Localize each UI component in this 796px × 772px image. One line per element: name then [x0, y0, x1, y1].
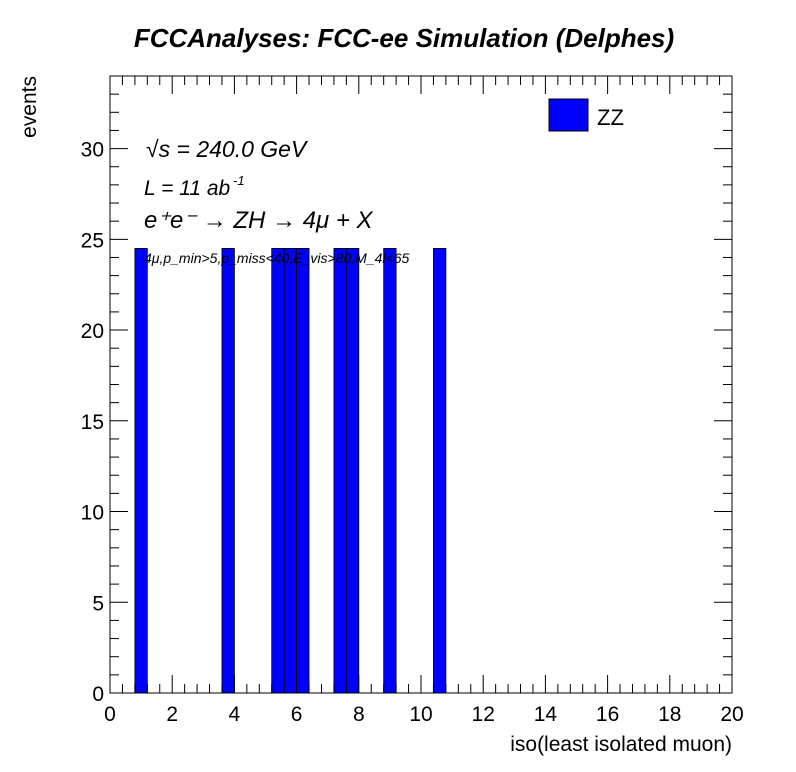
x-tick-label: 8	[353, 703, 365, 726]
histogram-bar	[333, 247, 347, 694]
annotation-sqrt-s: √s = 240.0 GeV	[146, 136, 309, 162]
histogram-bar	[345, 247, 360, 694]
plot-frame	[109, 75, 733, 694]
histogram-bar	[283, 247, 298, 694]
annotation-luminosity: L = 11 ab -1	[144, 173, 245, 200]
y-tick-label: 30	[81, 139, 104, 162]
legend-swatch-zz	[548, 98, 589, 132]
histogram-bar	[221, 247, 235, 694]
histogram-bar	[134, 247, 148, 694]
x-tick-label: 4	[229, 703, 241, 726]
y-tick-label: 20	[81, 320, 104, 343]
annotation-process: e⁺e⁻ → ZH → 4μ + X	[144, 207, 374, 234]
y-axis-label: events	[18, 76, 41, 138]
y-tick-label: 0	[92, 683, 104, 706]
histogram-bars	[134, 247, 447, 694]
legend-label-zz: ZZ	[597, 105, 624, 130]
x-tick-label: 14	[534, 703, 558, 726]
x-axis-label: iso(least isolated muon)	[510, 733, 732, 756]
x-tick-label: 20	[720, 703, 743, 726]
y-tick-label: 5	[92, 592, 104, 615]
x-tick-label: 2	[166, 703, 178, 726]
annotation-lumi: L = 11 ab	[144, 177, 231, 200]
chart-title: FCCAnalyses: FCC-ee Simulation (Delphes)	[134, 23, 674, 53]
annotation-selection: 4μ,p_min>5,p_miss<40,E_vis>80,M_4l<65	[144, 250, 409, 266]
x-tick-label: 12	[472, 703, 495, 726]
x-tick-label: 10	[409, 703, 432, 726]
x-tick-label: 0	[104, 703, 116, 726]
y-tick-label: 25	[81, 229, 104, 252]
histogram-bar	[296, 247, 310, 694]
y-tick-label: 15	[81, 411, 104, 434]
x-tick-label: 6	[291, 703, 303, 726]
x-tick-label: 16	[596, 703, 619, 726]
x-tick-label: 18	[658, 703, 681, 726]
y-tick-label: 10	[81, 502, 104, 525]
histogram-bar	[433, 247, 447, 694]
histogram-bar	[271, 247, 285, 694]
annotation-lumi-exponent: -1	[233, 173, 245, 188]
axis-ticks: 0 2 4 6 8 10 12 14 16 18 20 0 5 10 15 20 25 30	[81, 75, 744, 726]
histogram-bar	[383, 247, 397, 694]
